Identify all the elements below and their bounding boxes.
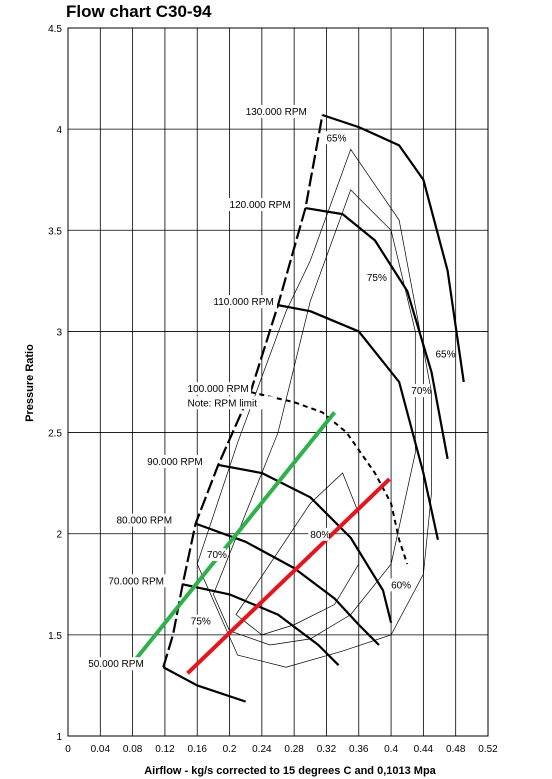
efficiency-island — [196, 148, 432, 668]
chart-title: Flow chart C30-94 — [66, 2, 212, 21]
annotation-label: 130.000 RPM — [246, 107, 307, 118]
annotation-label: 75% — [367, 273, 387, 284]
annotation-label: 75% — [191, 617, 211, 628]
annotation-bg — [188, 614, 210, 628]
x-tick-label: 0.52 — [478, 744, 498, 755]
y-tick-label: 4.5 — [48, 24, 62, 35]
annotation-label: 60% — [391, 580, 411, 591]
annotation-bg — [308, 527, 330, 541]
x-axis-label: Airflow - kg/s corrected to 15 degrees C… — [144, 765, 436, 777]
annotation-label: 100.000 RPM — [188, 384, 249, 395]
speed-line — [162, 666, 247, 703]
annotation-bg — [433, 347, 455, 361]
y-axis-label: Pressure Ratio — [24, 344, 36, 422]
x-tick-label: 0.36 — [349, 744, 369, 755]
annotation-bg — [211, 295, 277, 309]
annotation-label: Note: RPM limit — [188, 398, 258, 409]
speed-line — [322, 113, 465, 383]
annotation-bg — [409, 384, 431, 398]
x-tick-label: 0.4 — [384, 744, 398, 755]
y-tick-label: 2.5 — [48, 429, 62, 440]
annotation-label: 65% — [436, 350, 456, 361]
y-tick-label: 4 — [56, 125, 62, 136]
annotation-bg — [106, 574, 167, 588]
operating-line — [131, 411, 337, 665]
annotation-label: 120.000 RPM — [230, 200, 291, 211]
efficiency-island — [235, 472, 360, 636]
annotation-bg — [243, 104, 310, 118]
x-tick-label: 0.2 — [223, 744, 237, 755]
x-axis-ticks: 0 0.04 0.08 0.12 0.16 0.2 0.24 0.28 0.32 0.36 0.4 0… — [65, 744, 498, 755]
annotation-label: 80.000 RPM — [116, 516, 172, 527]
annotation-label: 80% — [310, 530, 330, 541]
operating-lines — [131, 411, 391, 675]
x-tick-label: 0.32 — [317, 744, 337, 755]
annotation-bg — [204, 547, 226, 561]
annotation-bg — [114, 513, 175, 527]
annotation-bg — [227, 198, 294, 212]
x-tick-label: 0.48 — [446, 744, 466, 755]
annotation-label: 70% — [207, 550, 227, 561]
y-tick-label: 2 — [56, 530, 62, 541]
x-tick-label: 0.04 — [91, 744, 111, 755]
speed-lines — [162, 113, 465, 703]
plot-frame — [67, 27, 489, 737]
annotation-label: 90.000 RPM — [147, 457, 203, 468]
annotation-bg — [185, 382, 252, 396]
y-tick-label: 3 — [56, 327, 62, 338]
annotation-bg — [364, 270, 386, 284]
y-tick-label: 1.5 — [48, 631, 62, 642]
speed-line — [277, 304, 439, 541]
annotation-label: 50.000 RPM — [88, 659, 144, 670]
x-tick-label: 0.24 — [252, 744, 272, 755]
annotation-bg — [185, 396, 274, 410]
annotation-bg — [324, 131, 346, 145]
annotation-label: 70.000 RPM — [108, 576, 164, 587]
annotation-label: 110.000 RPM — [213, 297, 273, 308]
annotation-label: 65% — [326, 133, 346, 144]
y-tick-label: 3.5 — [48, 226, 62, 237]
rpm-limit-line — [250, 391, 409, 565]
speed-line — [305, 206, 449, 460]
annotations: 130.000 RPM 65% 120.000 RPM 75% 110.000 RPM 6… — [86, 104, 456, 671]
speed-line — [182, 583, 340, 666]
annotation-label: 70% — [411, 386, 431, 397]
x-tick-label: 0.16 — [187, 744, 207, 755]
x-tick-label: 0.28 — [284, 744, 304, 755]
speed-line — [195, 522, 380, 646]
x-tick-label: 0.12 — [155, 744, 175, 755]
y-tick-label: 1 — [56, 732, 62, 743]
speed-line — [218, 463, 393, 623]
annotation-bg — [145, 454, 206, 468]
operating-line — [186, 477, 391, 675]
x-tick-label: 0 — [65, 744, 71, 755]
y-axis-ticks: 1 1.5 2 2.5 3 3.5 4 4.5 — [48, 24, 62, 743]
surge-line — [162, 114, 324, 668]
annotation-bg — [389, 578, 410, 592]
x-tick-label: 0.44 — [414, 744, 434, 755]
x-tick-label: 0.08 — [123, 744, 143, 755]
annotation-bg — [86, 657, 147, 671]
